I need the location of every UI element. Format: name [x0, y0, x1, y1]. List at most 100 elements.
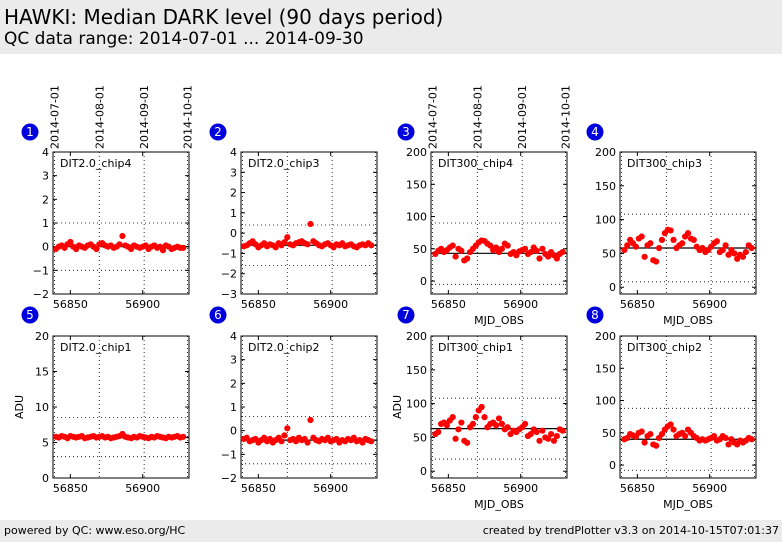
data-point [667, 227, 674, 234]
chart-panel-6: −2 −1 0 1 2 3 4 56850 56900 DIT2.0_chip2 6 [209, 306, 378, 495]
data-point [670, 426, 677, 433]
panel-number-label: 1 [26, 125, 34, 139]
data-point [713, 238, 721, 245]
x-tick-label: 56900 [313, 298, 348, 311]
panel-number-label: 6 [214, 308, 222, 322]
data-point [67, 238, 74, 246]
data-point [653, 258, 660, 265]
y-tick-label: 1 [42, 217, 49, 230]
y-tick-label: 0 [42, 241, 49, 254]
plot-frame [240, 335, 378, 479]
data-point [504, 242, 511, 249]
y-tick-label: 0 [609, 459, 616, 472]
data-point [690, 236, 697, 244]
data-point [545, 253, 552, 260]
y-tick-label: −3 [221, 288, 237, 301]
data-point [464, 439, 471, 446]
data-point [495, 415, 503, 422]
page-title: HAWKI: Median DARK level (90 days period… [4, 5, 444, 29]
y-tick-label: 15 [35, 366, 49, 379]
data-point [638, 233, 645, 240]
data-point [725, 441, 732, 448]
y-tick-label: 50 [413, 243, 427, 256]
footer-credit: powered by QC: www.eso.org/HC [4, 524, 186, 537]
y-tick-label: −1 [33, 264, 49, 277]
data-point [281, 239, 288, 246]
y-tick-label: 200 [595, 146, 616, 159]
y-tick-label: 100 [406, 398, 427, 411]
y-tick-label: 4 [230, 146, 237, 159]
panel-number-badge [397, 306, 415, 324]
chart-panel-3: 0 50 100 150 200 56850 56900 2014-07-01 2014-08-… [397, 85, 573, 327]
x-tick-label: 56850 [431, 482, 466, 495]
y-tick-label: 150 [406, 178, 427, 191]
y-tick-label: 100 [595, 395, 616, 408]
data-point [719, 246, 726, 254]
x-tick-label: 56850 [53, 298, 88, 311]
y-tick-label: 0 [42, 472, 49, 485]
data-point [641, 439, 648, 446]
x-axis-label: MJD_OBS [663, 314, 713, 327]
data-point [658, 236, 666, 244]
panel-number-badge [21, 306, 39, 324]
date-tick-label: 2014-07-01 [48, 85, 61, 149]
data-point [632, 243, 640, 250]
data-point [455, 426, 462, 433]
date-tick-label: 2014-10-01 [560, 85, 573, 149]
data-point [553, 432, 560, 440]
x-tick-label: 56850 [241, 482, 276, 495]
y-tick-label: −2 [33, 288, 49, 301]
panel-title: DIT2.0_chip2 [248, 341, 319, 354]
footer-bar: powered by QC: www.eso.org/HC created by… [0, 520, 782, 542]
data-point [521, 245, 529, 252]
data-point [281, 432, 288, 439]
y-tick-label: 200 [595, 330, 616, 343]
y-tick-label: 0 [230, 227, 237, 240]
data-point [180, 244, 187, 251]
data-point [533, 428, 540, 436]
panel-number-badge [209, 123, 227, 141]
data-point [638, 428, 645, 435]
panel-number-badge [397, 123, 415, 141]
y-tick-label: 0 [230, 425, 237, 438]
y-tick-label: 0 [420, 465, 427, 478]
page-subtitle: QC data range: 2014-07-01 ... 2014-09-30 [4, 29, 364, 49]
date-tick-label: 2014-07-01 [426, 85, 439, 149]
y-tick-label: 100 [595, 214, 616, 227]
data-point [647, 431, 654, 438]
data-point [559, 427, 566, 434]
panel-number-badge [586, 306, 604, 324]
data-point [93, 245, 100, 253]
data-point [368, 242, 375, 249]
data-point [498, 245, 505, 252]
data-point [722, 434, 729, 442]
y-tick-label: −2 [221, 268, 237, 281]
panel-title: DIT300_chip1 [438, 341, 513, 354]
x-tick-label: 56900 [125, 482, 160, 495]
panel-title: DIT300_chip4 [438, 157, 513, 170]
data-point [521, 420, 529, 428]
data-point [527, 248, 534, 256]
data-point [655, 244, 663, 252]
data-point [278, 438, 285, 445]
x-axis-label: MJD_OBS [474, 314, 524, 327]
panel-number-label: 4 [591, 125, 599, 139]
y-tick-label: 1 [230, 401, 237, 414]
data-point [739, 253, 747, 260]
data-point [722, 242, 729, 249]
data-point [621, 246, 628, 254]
data-point [159, 247, 167, 254]
date-tick-label: 2014-09-01 [138, 85, 151, 149]
panel-number-label: 2 [214, 125, 222, 139]
y-tick-label: −1 [221, 448, 237, 461]
data-point [653, 442, 660, 449]
data-point [493, 244, 500, 251]
plot-frame [430, 335, 568, 479]
y-axis-label: ADU [391, 395, 404, 419]
data-point [725, 251, 732, 258]
y-tick-label: 3 [230, 166, 237, 179]
x-tick-label: 56850 [620, 298, 655, 311]
data-point [452, 253, 459, 260]
x-tick-label: 56900 [692, 482, 727, 495]
data-point [684, 230, 692, 237]
